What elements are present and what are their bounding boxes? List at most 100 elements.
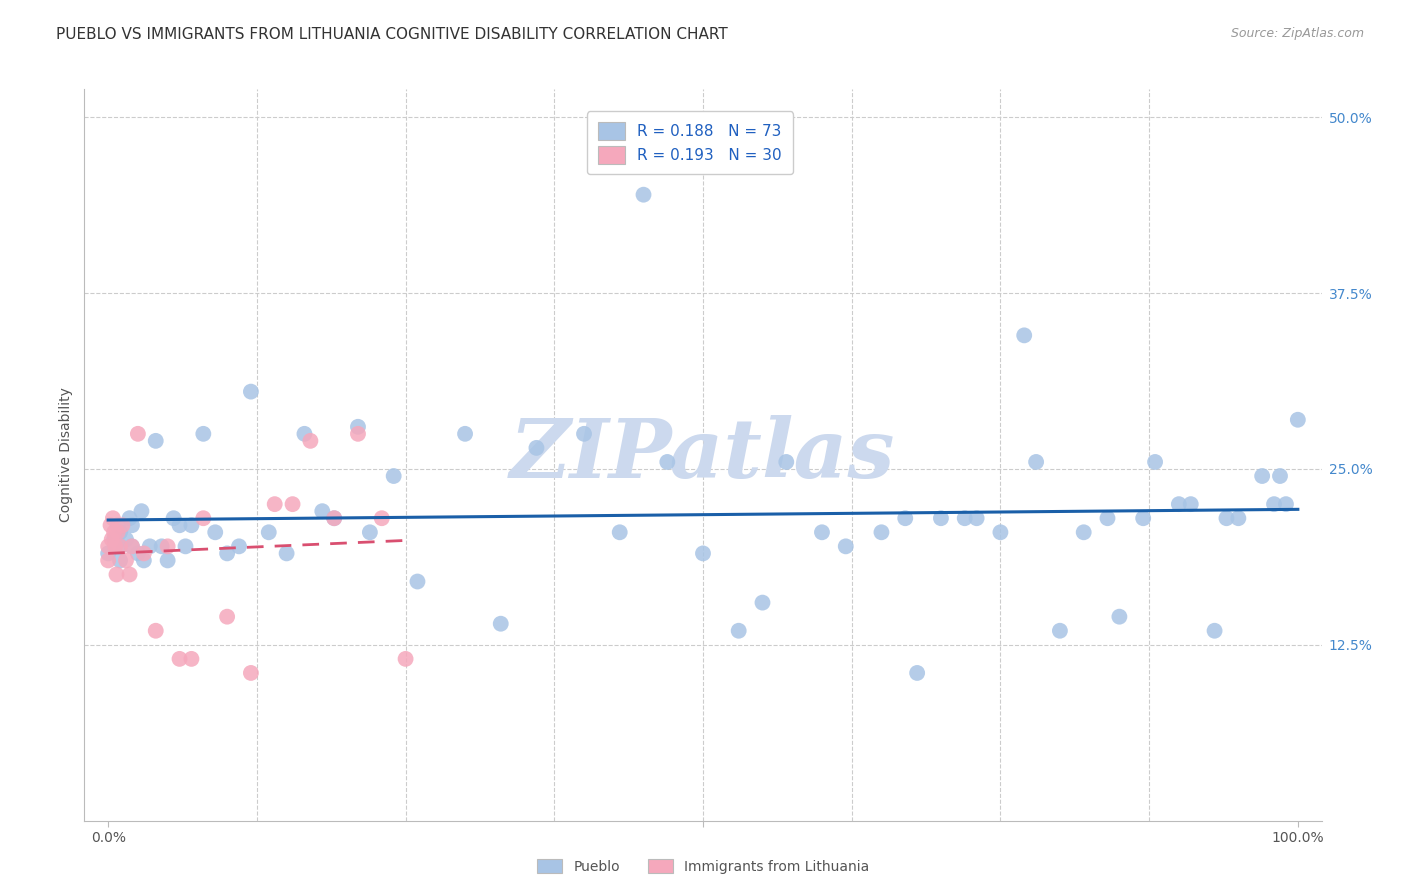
Point	[101, 511, 124, 525]
Point	[108, 539, 131, 553]
Point	[239, 384, 262, 399]
Point	[193, 426, 215, 441]
Point	[156, 553, 179, 567]
Point	[139, 539, 162, 553]
Point	[228, 539, 250, 553]
Point	[894, 511, 917, 525]
Point	[193, 511, 215, 525]
Point	[239, 665, 262, 680]
Point	[180, 652, 202, 666]
Point	[127, 546, 149, 560]
Point	[953, 511, 976, 525]
Point	[1012, 328, 1035, 343]
Legend: Pueblo, Immigrants from Lithuania: Pueblo, Immigrants from Lithuania	[531, 854, 875, 880]
Point	[1025, 455, 1047, 469]
Point	[382, 469, 405, 483]
Point	[118, 511, 141, 525]
Point	[1180, 497, 1202, 511]
Point	[115, 533, 138, 547]
Point	[1227, 511, 1250, 525]
Point	[526, 441, 548, 455]
Point	[97, 539, 120, 553]
Point	[108, 539, 131, 553]
Point	[156, 539, 179, 553]
Point	[121, 539, 143, 553]
Point	[347, 419, 370, 434]
Point	[406, 574, 429, 589]
Point	[1204, 624, 1226, 638]
Point	[127, 426, 149, 441]
Point	[121, 518, 143, 533]
Point	[929, 511, 952, 525]
Point	[1215, 511, 1237, 525]
Point	[150, 539, 173, 553]
Point	[115, 553, 138, 567]
Point	[454, 426, 477, 441]
Point	[323, 511, 346, 525]
Point	[121, 539, 143, 553]
Point	[1144, 455, 1167, 469]
Y-axis label: Cognitive Disability: Cognitive Disability	[59, 387, 73, 523]
Point	[132, 553, 155, 567]
Point	[811, 525, 834, 540]
Point	[657, 455, 679, 469]
Point	[107, 525, 129, 540]
Point	[1097, 511, 1119, 525]
Point	[775, 455, 797, 469]
Point	[103, 533, 125, 547]
Point	[359, 525, 381, 540]
Point	[727, 624, 749, 638]
Point	[111, 518, 134, 533]
Point	[835, 539, 858, 553]
Point	[132, 546, 155, 560]
Point	[108, 525, 131, 540]
Point	[174, 539, 197, 553]
Point	[263, 497, 285, 511]
Point	[633, 187, 655, 202]
Point	[217, 609, 239, 624]
Point	[1167, 497, 1189, 511]
Point	[107, 518, 129, 533]
Point	[1049, 624, 1071, 638]
Point	[1286, 413, 1309, 427]
Point	[100, 518, 122, 533]
Point	[97, 553, 120, 567]
Point	[145, 434, 167, 448]
Point	[966, 511, 988, 525]
Text: Source: ZipAtlas.com: Source: ZipAtlas.com	[1230, 27, 1364, 40]
Point	[311, 504, 333, 518]
Point	[131, 504, 153, 518]
Point	[609, 525, 631, 540]
Point	[1251, 469, 1274, 483]
Point	[169, 518, 191, 533]
Point	[751, 596, 773, 610]
Point	[108, 553, 131, 567]
Point	[169, 652, 191, 666]
Point	[204, 525, 226, 540]
Point	[104, 539, 127, 553]
Text: PUEBLO VS IMMIGRANTS FROM LITHUANIA COGNITIVE DISABILITY CORRELATION CHART: PUEBLO VS IMMIGRANTS FROM LITHUANIA COGN…	[56, 27, 728, 42]
Point	[323, 511, 346, 525]
Point	[180, 518, 202, 533]
Point	[294, 426, 316, 441]
Point	[118, 567, 141, 582]
Point	[1132, 511, 1154, 525]
Point	[105, 567, 128, 582]
Point	[299, 434, 322, 448]
Point	[990, 525, 1012, 540]
Point	[162, 511, 184, 525]
Point	[1263, 497, 1285, 511]
Point	[347, 426, 370, 441]
Point	[572, 426, 595, 441]
Point	[870, 525, 893, 540]
Point	[905, 665, 928, 680]
Point	[692, 546, 714, 560]
Point	[394, 652, 416, 666]
Point	[281, 497, 304, 511]
Point	[217, 546, 239, 560]
Point	[1268, 469, 1291, 483]
Point	[1073, 525, 1095, 540]
Point	[100, 533, 122, 547]
Point	[371, 511, 394, 525]
Point	[276, 546, 298, 560]
